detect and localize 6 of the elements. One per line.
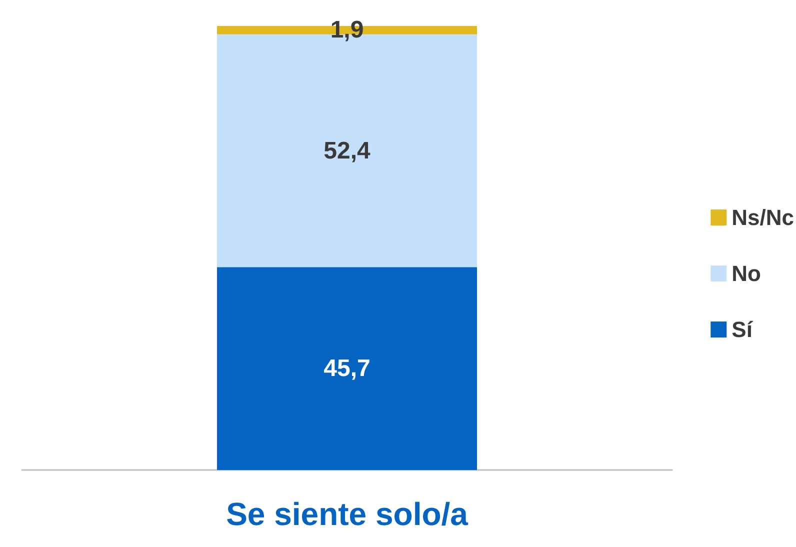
data-label: 52,4 xyxy=(324,137,372,164)
data-label: 45,7 xyxy=(324,355,370,382)
legend-label: No xyxy=(732,261,761,286)
x-tick-label: Se siente solo/a xyxy=(226,496,468,532)
legend-label: Ns/Nc xyxy=(732,205,794,230)
legend-label: Sí xyxy=(732,317,754,342)
